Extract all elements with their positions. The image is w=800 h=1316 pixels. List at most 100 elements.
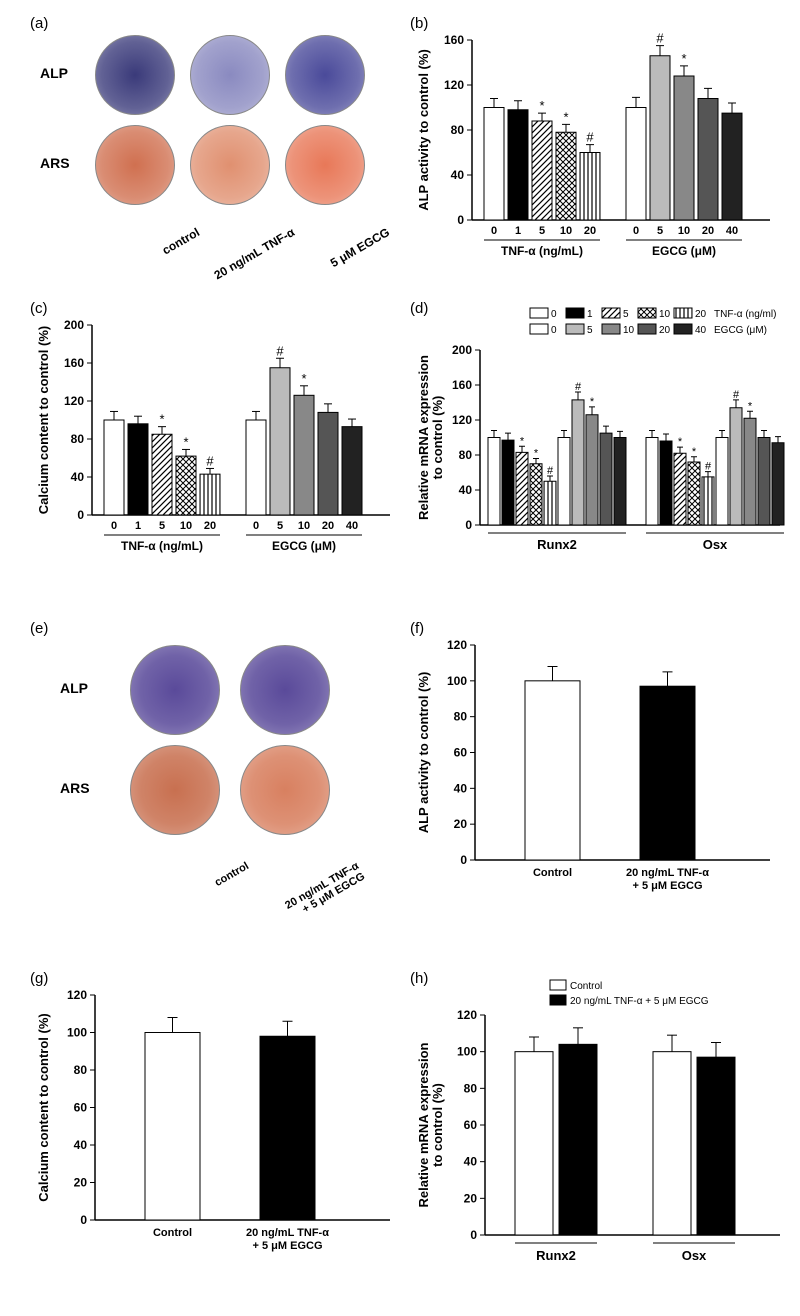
chart-c: 04080120160200Calcium content to control…	[30, 300, 400, 570]
panel-e: (e) ALP ARS control20 ng/mL TNF-α + 5 μM…	[30, 620, 390, 920]
ars-well-e-0	[130, 745, 220, 835]
svg-text:120: 120	[67, 988, 87, 1002]
svg-text:40: 40	[451, 168, 465, 182]
svg-text:40: 40	[74, 1138, 88, 1152]
alp-well-e-1	[240, 645, 330, 735]
svg-text:#: #	[547, 465, 554, 477]
panel-f: (f) 020406080100120ALP activity to contr…	[410, 620, 780, 920]
chart-f: 020406080100120ALP activity to control (…	[410, 620, 780, 920]
svg-text:80: 80	[74, 1063, 88, 1077]
svg-text:to control (%): to control (%)	[430, 396, 445, 480]
chart-d: 0151020TNF-α (ng/ml)05102040EGCG (μM)040…	[410, 300, 790, 570]
svg-text:10: 10	[623, 325, 635, 336]
alp-well-1	[190, 35, 270, 115]
svg-text:+ 5 μM EGCG: + 5 μM EGCG	[633, 880, 703, 892]
panel-d-label: (d)	[410, 300, 428, 317]
svg-text:5: 5	[587, 325, 593, 336]
svg-text:*: *	[539, 98, 544, 113]
svg-text:10: 10	[560, 225, 572, 237]
alp-well-2	[285, 35, 365, 115]
svg-text:20 ng/mL TNF-α: 20 ng/mL TNF-α	[246, 1227, 329, 1239]
svg-text:1: 1	[515, 225, 521, 237]
svg-text:Calcium content to control (%): Calcium content to control (%)	[36, 1013, 51, 1202]
svg-text:*: *	[590, 396, 595, 408]
svg-text:20: 20	[322, 520, 334, 532]
svg-text:60: 60	[74, 1101, 88, 1115]
svg-text:0: 0	[633, 225, 639, 237]
svg-text:*: *	[534, 448, 539, 460]
svg-text:0: 0	[491, 225, 497, 237]
panel-e-col-1: 20 ng/mL TNF-α + 5 μM EGCG	[234, 860, 367, 951]
panel-c-label: (c)	[30, 300, 48, 317]
svg-text:100: 100	[447, 674, 467, 688]
svg-text:*: *	[748, 400, 753, 412]
svg-text:100: 100	[67, 1026, 87, 1040]
panel-g: (g) 020406080100120Calcium content to co…	[30, 970, 400, 1280]
svg-text:10: 10	[659, 309, 671, 320]
svg-text:*: *	[159, 412, 164, 427]
panel-b-label: (b)	[410, 15, 428, 32]
svg-text:160: 160	[64, 356, 84, 370]
svg-text:#: #	[656, 31, 664, 46]
svg-text:0: 0	[253, 520, 259, 532]
svg-text:20 ng/mL TNF-α + 5 μM EGCG: 20 ng/mL TNF-α + 5 μM EGCG	[570, 996, 709, 1007]
svg-text:200: 200	[64, 318, 84, 332]
svg-text:120: 120	[447, 638, 467, 652]
svg-text:0: 0	[111, 520, 117, 532]
svg-text:*: *	[681, 51, 686, 66]
svg-text:160: 160	[444, 33, 464, 47]
svg-text:40: 40	[454, 781, 468, 795]
svg-text:80: 80	[464, 1081, 478, 1095]
svg-text:40: 40	[346, 520, 358, 532]
svg-text:#: #	[733, 389, 740, 401]
panel-h: (h) Control20 ng/mL TNF-α + 5 μM EGCG020…	[410, 970, 790, 1280]
svg-text:EGCG (μM): EGCG (μM)	[272, 539, 336, 553]
panel-a-col-0: control	[91, 225, 202, 297]
svg-text:0: 0	[551, 325, 557, 336]
chart-b: 04080120160ALP activity to control (%)01…	[410, 15, 780, 275]
svg-text:1: 1	[587, 309, 593, 320]
svg-text:0: 0	[551, 309, 557, 320]
svg-text:120: 120	[64, 394, 84, 408]
svg-text:0: 0	[77, 508, 84, 522]
svg-text:80: 80	[459, 448, 473, 462]
svg-text:10: 10	[180, 520, 192, 532]
svg-text:0: 0	[460, 853, 467, 867]
svg-text:Control: Control	[153, 1227, 192, 1239]
svg-text:20: 20	[464, 1191, 478, 1205]
svg-text:*: *	[563, 109, 568, 124]
svg-text:5: 5	[623, 309, 629, 320]
svg-text:Calcium content to control (%): Calcium content to control (%)	[36, 326, 51, 515]
svg-text:Control: Control	[570, 981, 602, 992]
svg-text:80: 80	[454, 710, 468, 724]
svg-text:40: 40	[71, 470, 85, 484]
svg-text:10: 10	[678, 225, 690, 237]
svg-text:100: 100	[457, 1045, 477, 1059]
panel-d: (d) 0151020TNF-α (ng/ml)05102040EGCG (μM…	[410, 300, 790, 570]
panel-c: (c) 04080120160200Calcium content to con…	[30, 300, 400, 570]
svg-text:80: 80	[71, 432, 85, 446]
alp-label-e: ALP	[60, 680, 88, 696]
svg-text:20: 20	[204, 520, 216, 532]
svg-text:10: 10	[298, 520, 310, 532]
svg-text:5: 5	[539, 225, 545, 237]
svg-text:0: 0	[457, 213, 464, 227]
svg-text:20: 20	[454, 817, 468, 831]
svg-text:20: 20	[695, 309, 707, 320]
svg-text:40: 40	[459, 483, 473, 497]
svg-text:*: *	[678, 436, 683, 448]
svg-text:#: #	[586, 130, 594, 145]
svg-text:160: 160	[452, 378, 472, 392]
panel-b: (b) 04080120160ALP activity to control (…	[410, 15, 780, 275]
svg-text:*: *	[301, 371, 306, 386]
svg-text:20: 20	[584, 225, 596, 237]
panel-h-label: (h)	[410, 970, 428, 987]
ars-well-1	[190, 125, 270, 205]
svg-text:5: 5	[159, 520, 165, 532]
svg-text:60: 60	[464, 1118, 478, 1132]
ars-label: ARS	[40, 155, 70, 171]
svg-text:120: 120	[444, 78, 464, 92]
svg-text:0: 0	[465, 518, 472, 532]
svg-text:#: #	[705, 461, 712, 473]
svg-text:*: *	[692, 446, 697, 458]
